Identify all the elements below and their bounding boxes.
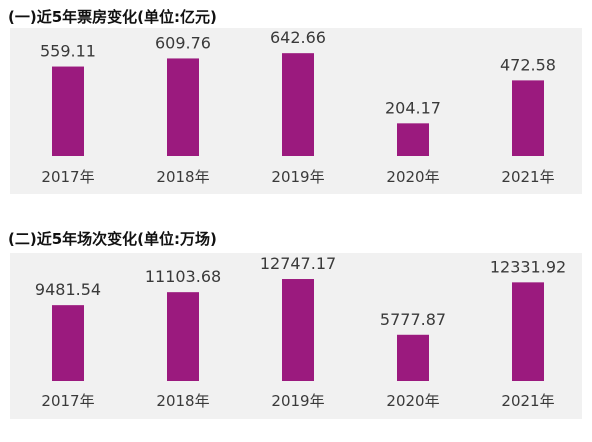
x-tick-label: 2019年 — [271, 168, 324, 186]
x-tick-label: 2017年 — [41, 168, 94, 186]
chart-title: (一)近5年票房变化(单位:亿元) — [8, 8, 217, 26]
bar — [512, 80, 544, 156]
chart-title: (二)近5年场次变化(单位:万场) — [8, 230, 217, 248]
x-tick-label: 2021年 — [501, 168, 554, 186]
bar — [167, 292, 199, 381]
x-tick-label: 2017年 — [41, 392, 94, 410]
screenings-plot: 9481.54 2017年 11103.68 2018年 12747.17 2019年 57… — [10, 253, 582, 419]
data-label: 204.17 — [385, 98, 441, 117]
x-tick-label: 2021年 — [501, 392, 554, 410]
x-tick-label: 2018年 — [156, 168, 209, 186]
bar — [52, 305, 84, 381]
data-label: 9481.54 — [35, 280, 101, 299]
data-label: 11103.68 — [145, 267, 221, 286]
box-office-plot: 559.11 2017年 609.76 2018年 642.66 2019年 204.17 2… — [10, 28, 582, 194]
x-tick-label: 2019年 — [271, 392, 324, 410]
data-label: 559.11 — [40, 42, 96, 61]
data-label: 642.66 — [270, 28, 326, 47]
box-office-chart: (一)近5年票房变化(单位:亿元) 559.11 2017年 609.76 2018年… — [0, 0, 592, 214]
screenings-chart: (二)近5年场次变化(单位:万场) 9481.54 2017年 11103.68 20… — [0, 222, 592, 442]
x-tick-label: 2020年 — [386, 392, 439, 410]
data-label: 12747.17 — [260, 254, 336, 273]
bar — [282, 53, 314, 156]
x-tick-label: 2018年 — [156, 392, 209, 410]
data-label: 12331.92 — [490, 257, 566, 276]
bar — [512, 282, 544, 381]
bar — [52, 66, 84, 156]
bar — [282, 279, 314, 381]
bar — [167, 58, 199, 156]
data-label: 5777.87 — [380, 310, 446, 329]
data-label: 472.58 — [500, 55, 556, 74]
bar — [397, 334, 429, 381]
data-label: 609.76 — [155, 33, 211, 52]
x-tick-label: 2020年 — [386, 168, 439, 186]
bar — [397, 123, 429, 156]
